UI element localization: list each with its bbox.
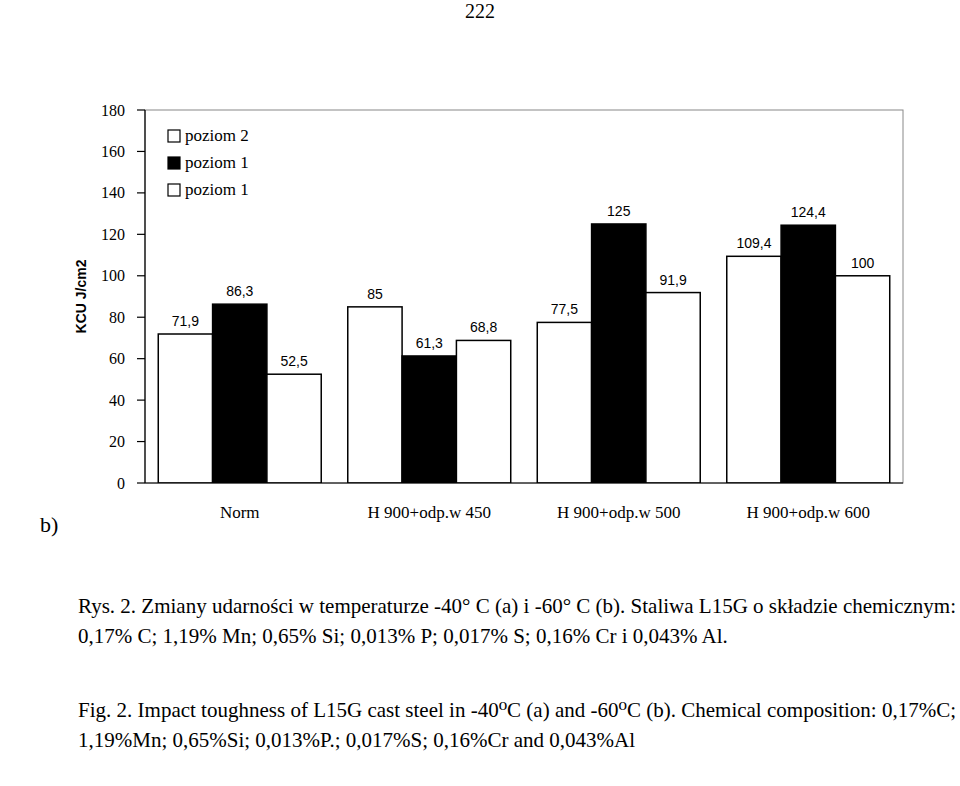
y-tick-label: 80	[109, 309, 125, 326]
y-tick	[137, 151, 145, 152]
data-label: 86,3	[226, 283, 253, 299]
data-label: 77,5	[551, 301, 578, 317]
bar	[727, 256, 781, 483]
bar	[267, 374, 321, 483]
data-label: 68,8	[470, 319, 497, 335]
bar	[158, 334, 212, 483]
x-tick-label: H 900+odp.w 600	[747, 503, 870, 522]
y-tick-label: 120	[101, 226, 125, 243]
y-tick	[137, 482, 145, 483]
x-tick-label: Norm	[220, 503, 260, 522]
bar	[781, 225, 835, 483]
x-tick-label: H 900+odp.w 500	[557, 503, 680, 522]
legend: poziom 2 poziom 1 poziom 1	[168, 126, 249, 199]
data-label: 61,3	[416, 335, 443, 351]
panel-label: b)	[40, 512, 58, 537]
legend-label: poziom 2	[185, 126, 249, 145]
data-label: 85	[367, 286, 383, 302]
y-tick-label: 140	[101, 184, 125, 201]
legend-label: poziom 1	[185, 180, 249, 199]
bar	[213, 304, 267, 483]
y-tick-label: 40	[109, 392, 125, 409]
y-tick-label: 20	[109, 433, 125, 450]
chart: 222 b) 0 20 40 60 80 100 120 140 160 180 KCU J/cm2 71…	[0, 0, 960, 600]
data-label: 100	[851, 255, 875, 271]
legend-swatch	[168, 157, 180, 169]
bar	[537, 322, 591, 483]
y-axis-line	[144, 110, 145, 483]
y-tick-label: 100	[101, 267, 125, 284]
y-tick	[137, 317, 145, 318]
y-tick-label: 60	[109, 350, 125, 367]
y-tick-label: 180	[101, 102, 125, 119]
data-label: 71,9	[172, 313, 199, 329]
plot-frame	[145, 110, 903, 483]
bar	[402, 356, 456, 483]
y-tick	[137, 109, 145, 110]
y-axis-label: KCU J/cm2	[73, 259, 89, 333]
y-tick-label: 0	[117, 475, 125, 492]
bar	[835, 276, 889, 483]
y-ticks: 0 20 40 60 80 100 120 140 160 180	[101, 102, 145, 492]
y-tick	[137, 400, 145, 401]
y-tick	[137, 192, 145, 193]
y-tick	[137, 358, 145, 359]
legend-label: poziom 1	[185, 153, 249, 172]
data-label: 109,4	[736, 235, 771, 251]
y-tick	[137, 275, 145, 276]
y-tick	[137, 234, 145, 235]
caption-en: Fig. 2. Impact toughness of L15G cast st…	[78, 696, 956, 755]
data-label: 124,4	[791, 204, 826, 220]
x-tick-label: H 900+odp.w 450	[368, 503, 491, 522]
data-label: 91,9	[659, 272, 686, 288]
data-label: 52,5	[280, 353, 307, 369]
bar	[348, 307, 402, 483]
y-tick	[137, 441, 145, 442]
bar	[456, 340, 510, 483]
legend-swatch	[168, 130, 180, 142]
bar	[646, 293, 700, 483]
x-tick-labels: Norm H 900+odp.w 450 H 900+odp.w 500 H 900+…	[220, 503, 870, 522]
bar	[592, 224, 646, 483]
data-labels: 71,9 85 77,5 109,4 86,3 61,3 125 124,4 52,5 68,8 9…	[172, 203, 875, 369]
y-tick-label: 160	[101, 143, 125, 160]
caption-pl: Rys. 2. Zmiany udarności w temperaturze …	[78, 592, 956, 651]
x-axis-line	[145, 482, 903, 483]
data-label: 125	[607, 203, 631, 219]
page-number: 222	[465, 0, 495, 22]
legend-swatch	[168, 184, 180, 196]
bars	[158, 224, 889, 483]
